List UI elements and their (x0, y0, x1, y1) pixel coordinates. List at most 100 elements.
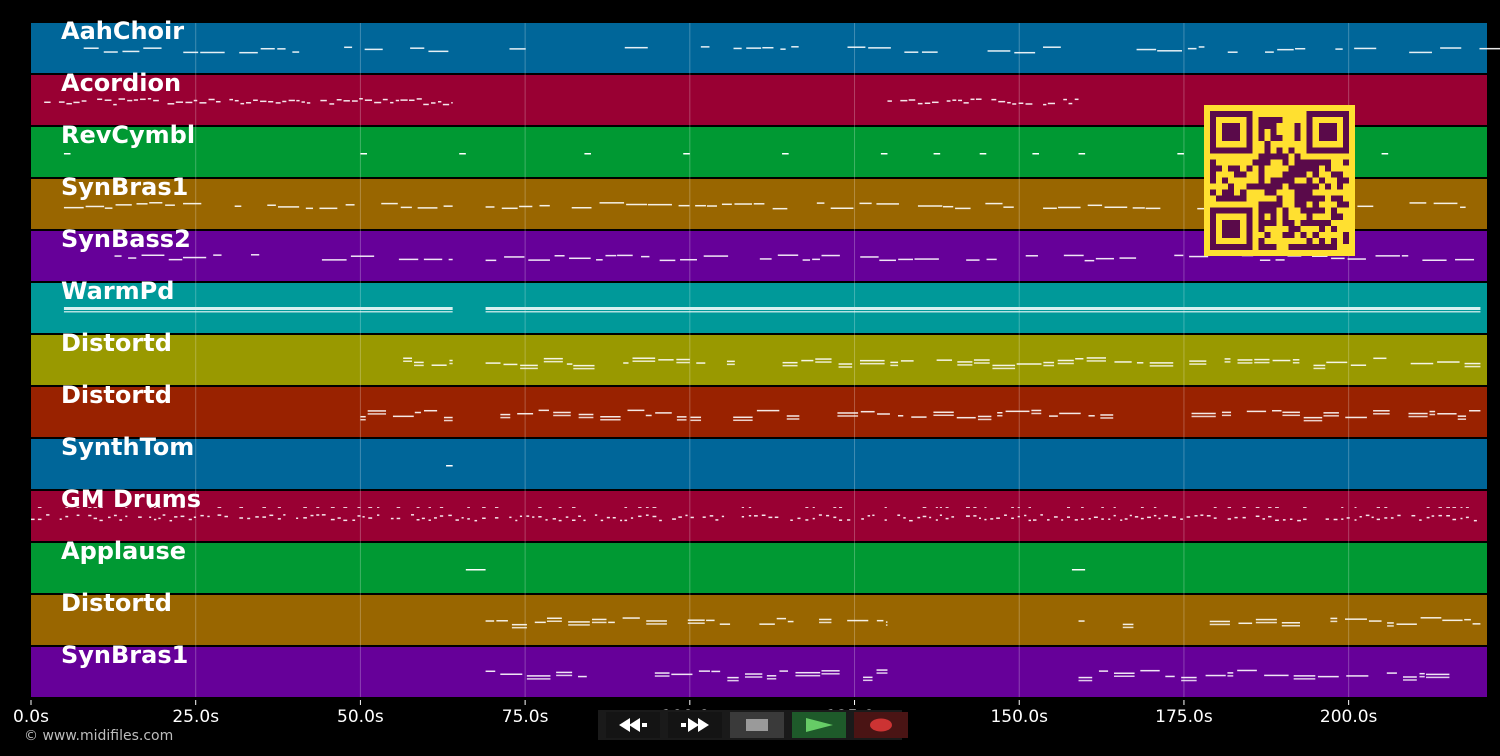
note (1081, 507, 1084, 508)
stop-button[interactable] (730, 712, 784, 738)
note (330, 507, 335, 508)
note (956, 416, 976, 419)
note (744, 676, 763, 678)
note (975, 98, 982, 100)
note (104, 207, 113, 209)
note (1396, 623, 1417, 625)
note (600, 519, 604, 522)
note (423, 409, 438, 412)
note (305, 207, 314, 210)
note (1078, 620, 1085, 622)
note (65, 515, 69, 518)
note (553, 414, 571, 417)
note (1326, 361, 1348, 364)
note (245, 102, 252, 104)
note (833, 507, 837, 508)
note (690, 416, 702, 419)
note (504, 256, 525, 258)
note (632, 357, 656, 359)
note (1313, 367, 1326, 370)
note (1237, 362, 1253, 364)
note (485, 311, 1481, 313)
note (826, 514, 830, 517)
rewind-button[interactable] (606, 712, 660, 738)
track-lane (31, 439, 1487, 489)
play-button[interactable] (792, 712, 846, 738)
note (247, 517, 251, 520)
note (1246, 410, 1267, 413)
note (1147, 516, 1151, 519)
fast-forward-button[interactable] (668, 712, 722, 738)
note (448, 514, 452, 517)
note (676, 419, 687, 421)
note (711, 670, 721, 673)
note (320, 99, 327, 102)
note (1390, 517, 1394, 519)
note (1397, 514, 1401, 517)
note (1272, 409, 1282, 412)
note (945, 507, 949, 508)
note (753, 203, 765, 205)
note (474, 519, 478, 522)
note (1433, 202, 1458, 205)
note (1465, 516, 1469, 519)
note (676, 361, 690, 364)
note (1292, 362, 1300, 364)
note (1180, 518, 1183, 520)
note (965, 515, 970, 517)
note (1446, 507, 1450, 508)
note (500, 416, 511, 419)
note (1066, 507, 1071, 508)
note (652, 515, 657, 518)
note (924, 102, 931, 105)
note (556, 671, 573, 674)
note (539, 204, 550, 207)
note (819, 621, 832, 624)
note (890, 361, 899, 364)
note (818, 514, 822, 516)
note (282, 100, 287, 103)
note (1074, 519, 1078, 521)
note (1206, 515, 1211, 517)
note (118, 98, 126, 100)
note (786, 415, 800, 417)
note (485, 206, 495, 208)
note (608, 621, 615, 624)
note (935, 519, 938, 521)
note (1047, 102, 1056, 105)
note (321, 514, 326, 516)
note (467, 518, 470, 520)
note (158, 507, 161, 508)
note (411, 514, 415, 516)
note (1100, 414, 1114, 416)
note (1293, 678, 1316, 680)
note (367, 413, 387, 415)
note (1452, 518, 1457, 521)
note (519, 205, 533, 208)
record-button[interactable] (854, 712, 908, 738)
note (1177, 153, 1184, 155)
note (414, 361, 424, 364)
note (568, 621, 590, 623)
note (700, 46, 710, 48)
note (859, 202, 872, 205)
note (933, 153, 941, 155)
note (1262, 518, 1266, 520)
note (955, 207, 971, 210)
note (104, 99, 112, 101)
note (149, 202, 163, 204)
note (1158, 517, 1161, 520)
note (1303, 507, 1307, 508)
note (543, 360, 563, 363)
note (360, 418, 366, 421)
note (362, 516, 365, 518)
note (217, 514, 222, 516)
note (795, 674, 821, 677)
note (957, 361, 973, 363)
note (421, 517, 425, 520)
note (917, 205, 943, 207)
note (838, 366, 853, 368)
note (1281, 625, 1301, 627)
note (81, 100, 87, 102)
note (1410, 362, 1434, 365)
